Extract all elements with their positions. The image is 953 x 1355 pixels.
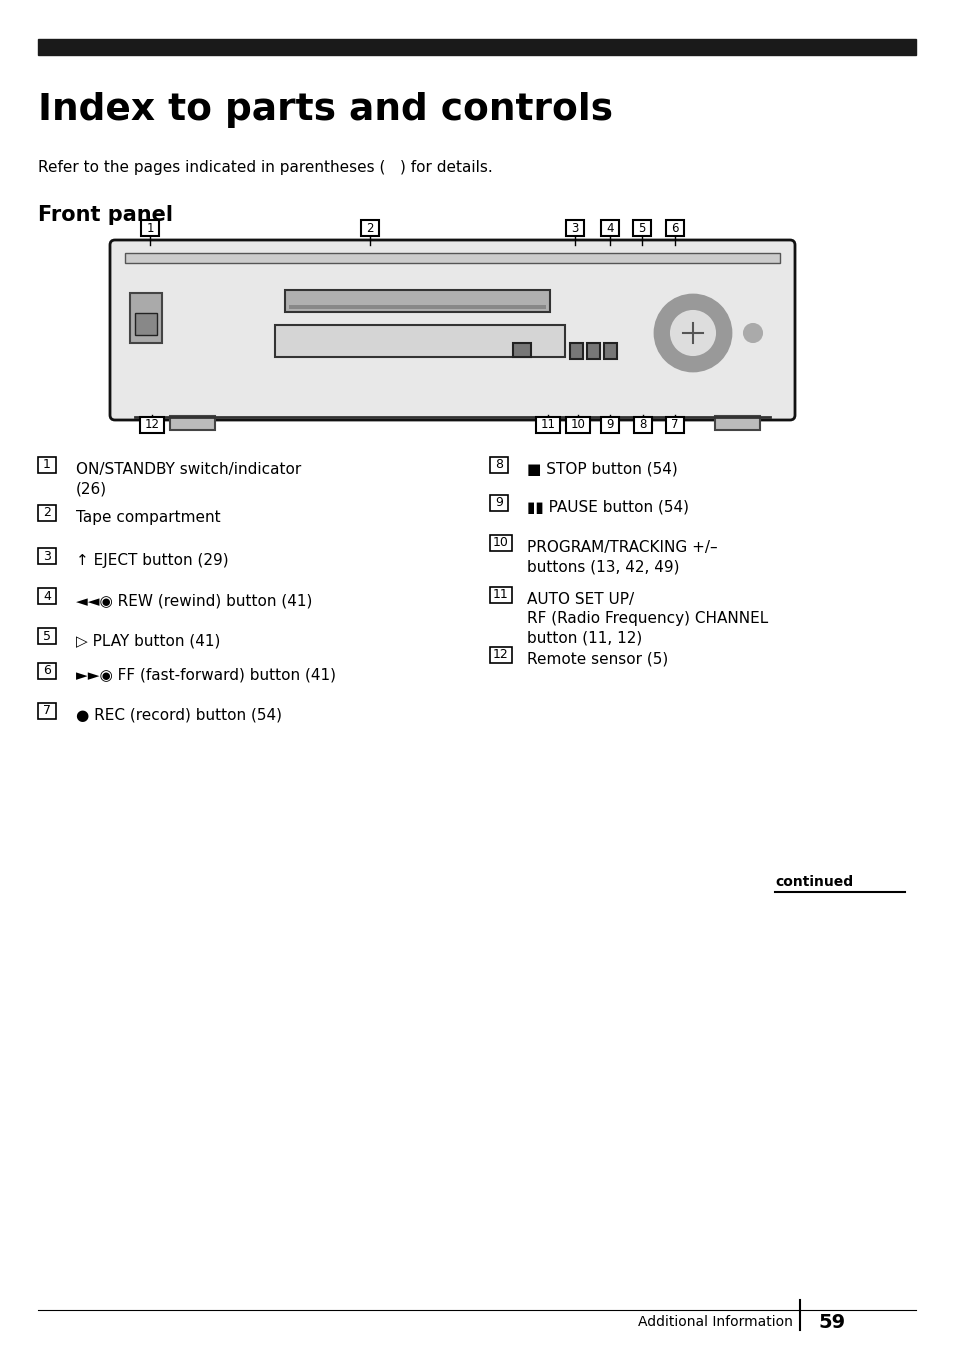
Bar — [603, 343, 617, 359]
Bar — [665, 220, 683, 236]
Text: ◄◄◉ REW (rewind) button (41): ◄◄◉ REW (rewind) button (41) — [76, 593, 312, 608]
Text: 8: 8 — [495, 458, 502, 472]
Bar — [634, 417, 651, 434]
Text: 6: 6 — [43, 664, 51, 678]
Text: Refer to the pages indicated in parentheses (   ) for details.: Refer to the pages indicated in parenthe… — [38, 160, 493, 175]
Bar — [38, 39, 915, 56]
Text: ON/STANDBY switch/indicator
(26): ON/STANDBY switch/indicator (26) — [76, 462, 301, 496]
Text: 10: 10 — [493, 537, 508, 550]
Bar — [38, 505, 56, 522]
Bar — [38, 547, 56, 564]
Bar — [600, 417, 618, 434]
Text: Index to parts and controls: Index to parts and controls — [38, 92, 613, 127]
Bar — [665, 417, 683, 434]
Bar — [565, 417, 589, 434]
Text: Additional Information: Additional Information — [638, 1314, 792, 1329]
Text: ▮▮ PAUSE button (54): ▮▮ PAUSE button (54) — [526, 500, 688, 515]
Text: 3: 3 — [43, 550, 51, 562]
Text: 4: 4 — [43, 589, 51, 603]
Bar — [360, 220, 378, 236]
Text: 12: 12 — [144, 419, 159, 431]
Text: ● REC (record) button (54): ● REC (record) button (54) — [76, 709, 282, 724]
Circle shape — [655, 295, 730, 371]
Bar — [170, 416, 214, 430]
Bar — [141, 220, 159, 236]
Text: ▷ PLAY button (41): ▷ PLAY button (41) — [76, 633, 220, 648]
Bar — [490, 495, 507, 511]
Bar — [38, 663, 56, 679]
Bar — [38, 457, 56, 473]
Circle shape — [743, 324, 761, 341]
Text: 5: 5 — [43, 630, 51, 642]
Text: PROGRAM/TRACKING +/–
buttons (13, 42, 49): PROGRAM/TRACKING +/– buttons (13, 42, 49… — [526, 541, 717, 575]
Text: 6: 6 — [671, 221, 678, 234]
Text: 1: 1 — [146, 221, 153, 234]
Bar — [565, 220, 583, 236]
Bar — [38, 703, 56, 720]
Text: 7: 7 — [671, 419, 678, 431]
Text: 12: 12 — [493, 649, 508, 661]
Text: 9: 9 — [495, 496, 502, 509]
Bar — [490, 587, 512, 603]
Text: ►►◉ FF (fast-forward) button (41): ►►◉ FF (fast-forward) button (41) — [76, 668, 335, 683]
Bar — [513, 343, 531, 356]
Circle shape — [670, 312, 714, 355]
Bar — [490, 457, 507, 473]
Bar — [633, 220, 650, 236]
Text: 11: 11 — [540, 419, 555, 431]
Text: 3: 3 — [571, 221, 578, 234]
Text: 2: 2 — [366, 221, 374, 234]
Bar — [586, 343, 599, 359]
Bar — [289, 305, 545, 309]
Text: 10: 10 — [570, 419, 585, 431]
Bar — [490, 535, 512, 551]
Text: ↑ EJECT button (29): ↑ EJECT button (29) — [76, 553, 229, 568]
Bar — [536, 417, 559, 434]
Text: 1: 1 — [43, 458, 51, 472]
Bar — [285, 290, 550, 312]
Text: continued: continued — [774, 875, 852, 889]
Text: AUTO SET UP/
RF (Radio Frequency) CHANNEL
button (11, 12): AUTO SET UP/ RF (Radio Frequency) CHANNE… — [526, 592, 767, 645]
Text: Remote sensor (5): Remote sensor (5) — [526, 652, 667, 667]
Bar — [714, 416, 760, 430]
Bar — [274, 325, 564, 356]
Text: 8: 8 — [639, 419, 646, 431]
Text: Tape compartment: Tape compartment — [76, 509, 220, 524]
Bar — [125, 253, 780, 263]
FancyBboxPatch shape — [110, 240, 794, 420]
Bar — [130, 293, 162, 343]
Text: Front panel: Front panel — [38, 205, 172, 225]
Bar — [490, 646, 512, 663]
Text: 11: 11 — [493, 588, 508, 602]
Text: 5: 5 — [638, 221, 645, 234]
Text: 59: 59 — [817, 1313, 844, 1332]
Bar — [600, 220, 618, 236]
Bar — [38, 627, 56, 644]
Bar — [140, 417, 164, 434]
Text: ■ STOP button (54): ■ STOP button (54) — [526, 462, 677, 477]
Text: 2: 2 — [43, 507, 51, 519]
Text: 9: 9 — [605, 419, 613, 431]
Text: 4: 4 — [605, 221, 613, 234]
Bar — [38, 588, 56, 604]
Bar — [135, 313, 157, 335]
Text: 7: 7 — [43, 705, 51, 718]
Bar — [569, 343, 582, 359]
